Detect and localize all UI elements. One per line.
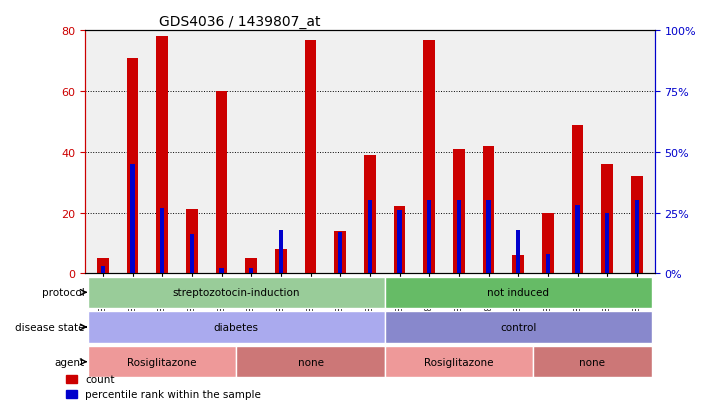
Bar (542, 213, 554, 273)
Bar (605, 213, 609, 273)
Bar (453, 150, 465, 273)
Text: protocol: protocol (42, 287, 85, 298)
FancyBboxPatch shape (88, 312, 385, 343)
Bar (575, 206, 579, 273)
FancyBboxPatch shape (88, 346, 236, 377)
Text: diabetes: diabetes (214, 322, 259, 332)
Bar (249, 269, 253, 273)
Text: GDS4036 / 1439807_at: GDS4036 / 1439807_at (159, 15, 321, 29)
Bar (516, 230, 520, 273)
Text: Rosiglitazone: Rosiglitazone (127, 357, 197, 367)
Bar (427, 201, 432, 273)
Text: disease state: disease state (15, 322, 85, 332)
Bar (190, 235, 194, 273)
Bar (572, 125, 584, 273)
Bar (245, 259, 257, 273)
Bar (397, 211, 402, 273)
Bar (338, 233, 342, 273)
Bar (156, 38, 168, 273)
Bar (423, 40, 435, 273)
Bar (130, 164, 134, 273)
Bar (364, 155, 376, 273)
FancyBboxPatch shape (385, 277, 652, 308)
Text: agent: agent (54, 357, 85, 367)
Bar (456, 201, 461, 273)
Legend: count, percentile rank within the sample: count, percentile rank within the sample (62, 370, 265, 404)
Text: streptozotocin-induction: streptozotocin-induction (173, 287, 300, 298)
Text: Rosiglitazone: Rosiglitazone (424, 357, 493, 367)
Bar (483, 146, 494, 273)
Text: none: none (297, 357, 324, 367)
Bar (394, 207, 405, 273)
Bar (220, 269, 224, 273)
Bar (546, 254, 550, 273)
Bar (275, 249, 287, 273)
Bar (97, 259, 109, 273)
FancyBboxPatch shape (385, 312, 652, 343)
Bar (635, 201, 639, 273)
Bar (127, 59, 139, 273)
Bar (602, 164, 613, 273)
Bar (334, 231, 346, 273)
Bar (160, 208, 164, 273)
Bar (101, 266, 105, 273)
FancyBboxPatch shape (236, 346, 385, 377)
Bar (279, 230, 283, 273)
Text: control: control (500, 322, 536, 332)
Bar (368, 201, 372, 273)
Bar (512, 255, 524, 273)
Bar (486, 201, 491, 273)
FancyBboxPatch shape (385, 346, 533, 377)
FancyBboxPatch shape (533, 346, 652, 377)
Bar (631, 177, 643, 273)
FancyBboxPatch shape (88, 277, 385, 308)
Text: none: none (579, 357, 605, 367)
Bar (186, 210, 198, 273)
Text: not induced: not induced (487, 287, 549, 298)
Bar (304, 40, 316, 273)
Bar (215, 92, 228, 273)
